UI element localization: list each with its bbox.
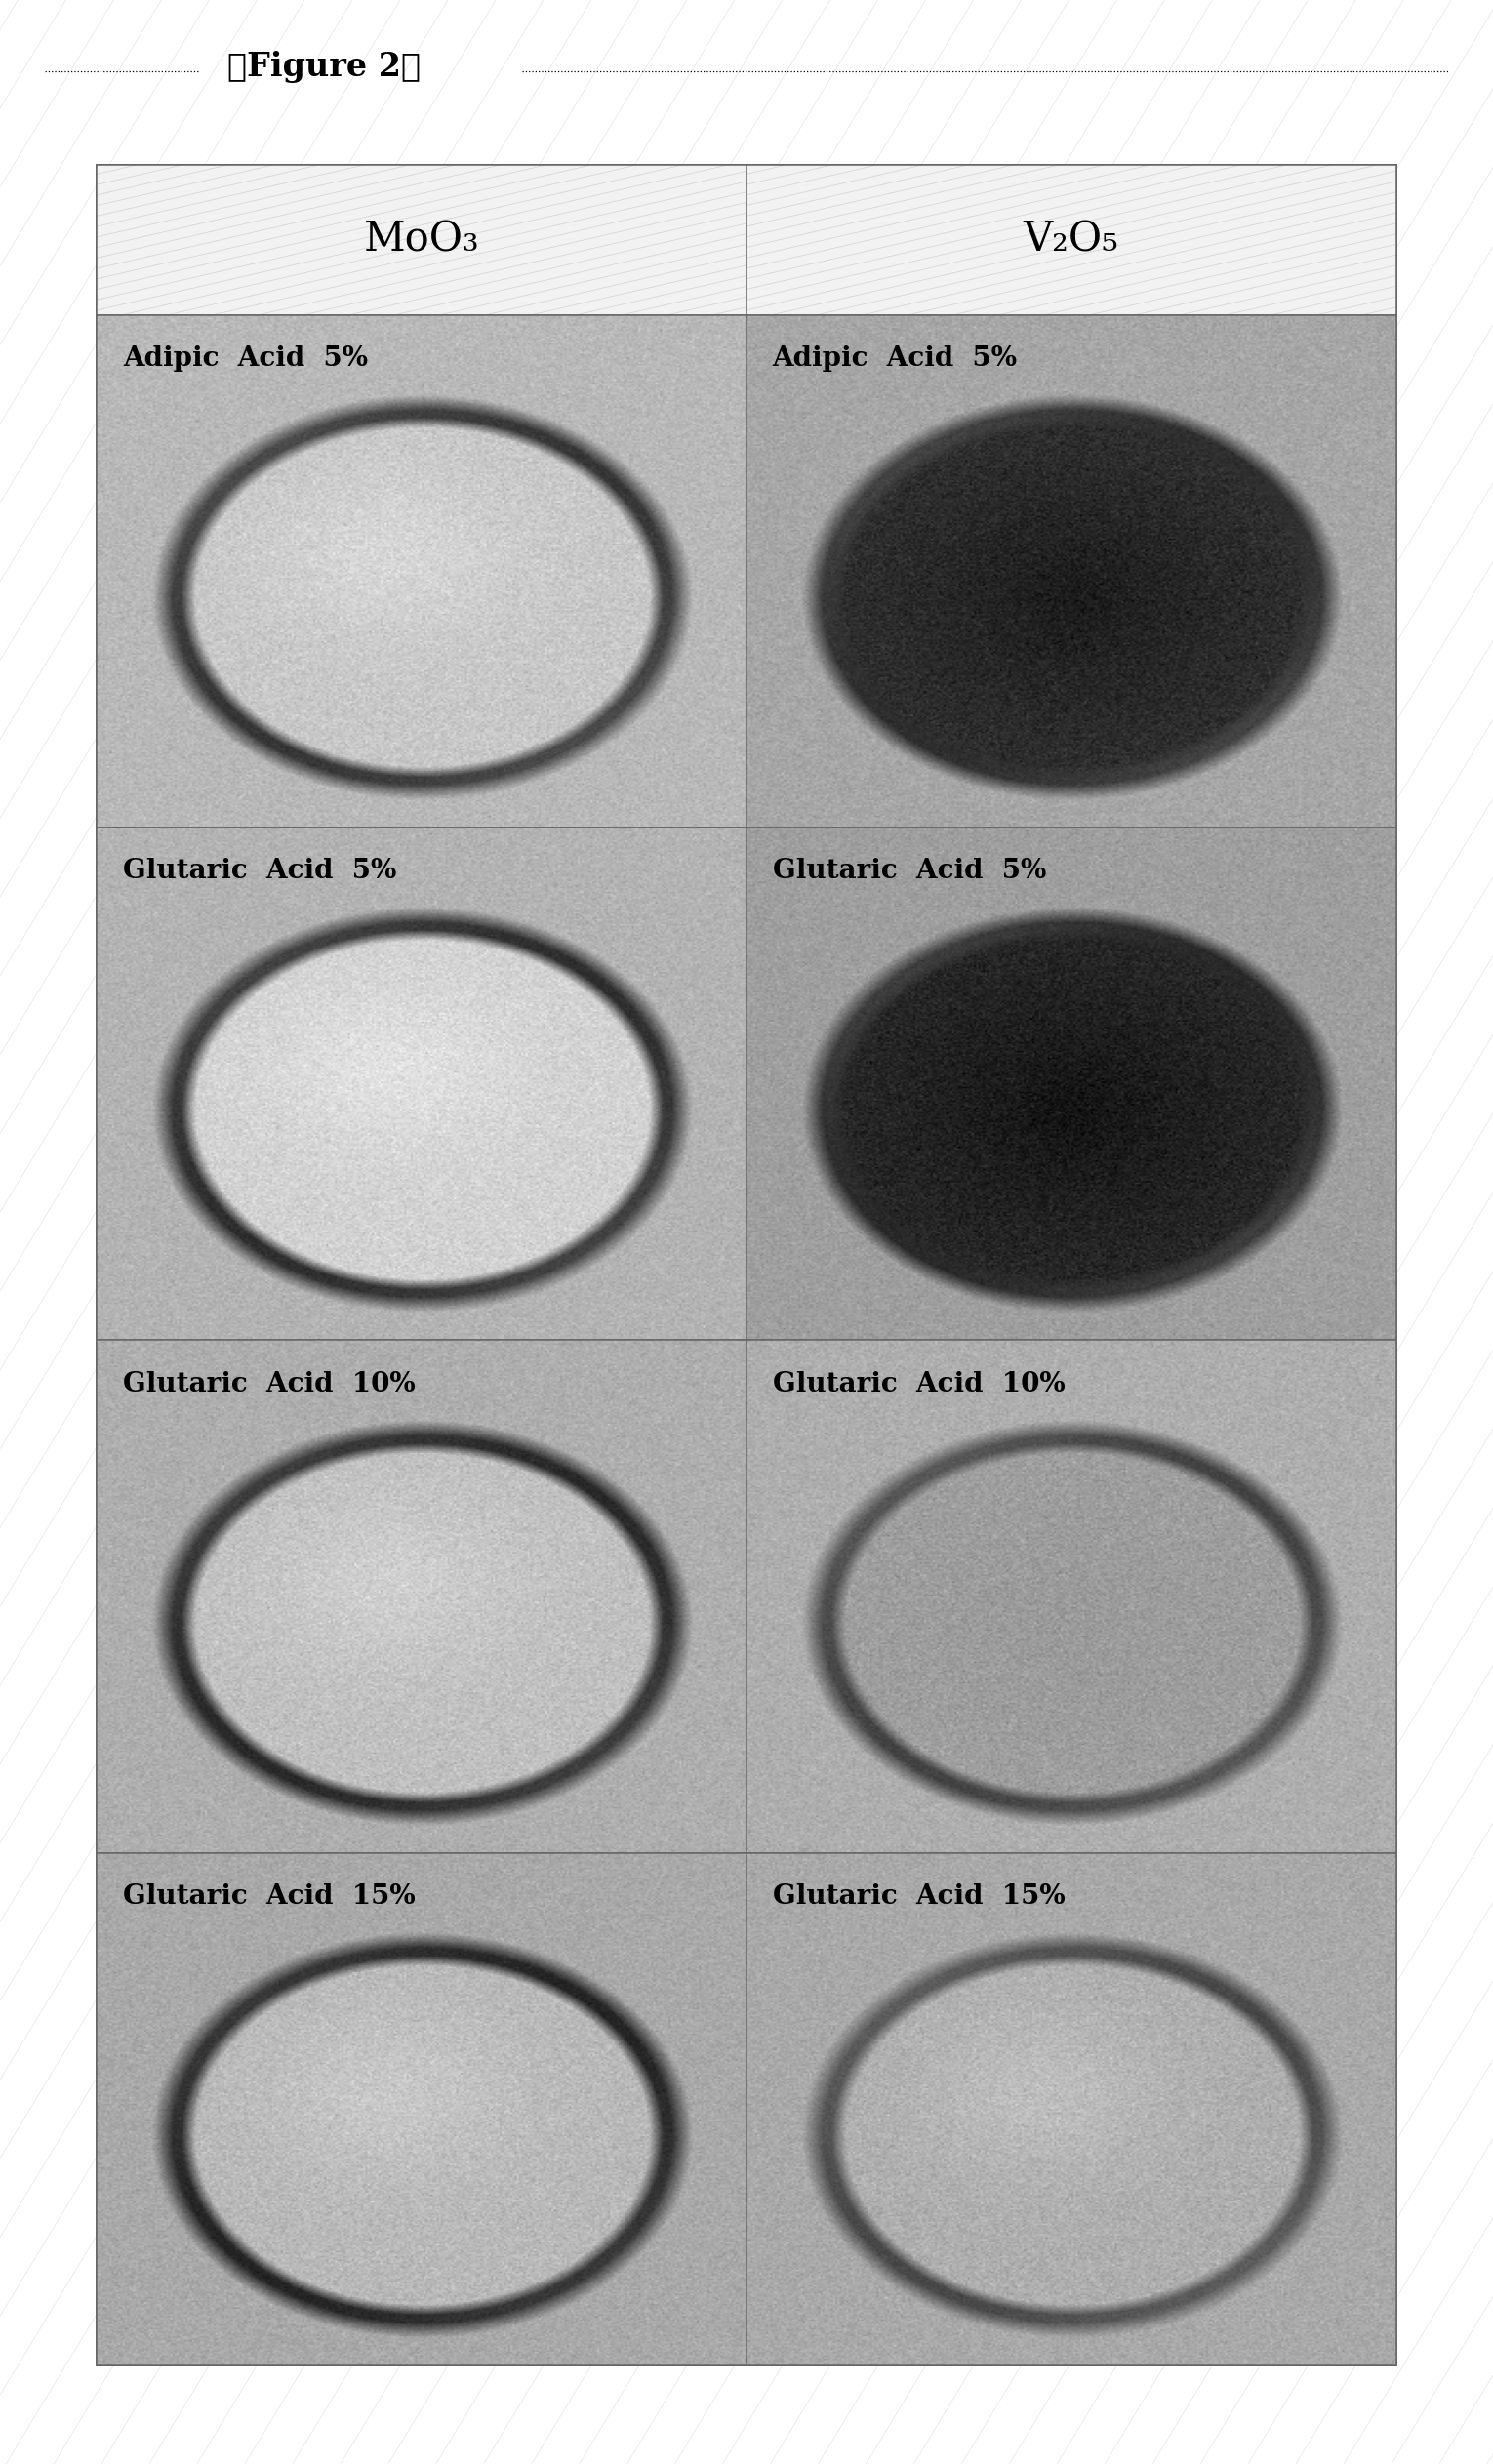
Text: Glutaric  Acid  10%: Glutaric Acid 10%: [122, 1370, 415, 1397]
Text: Glutaric  Acid  5%: Glutaric Acid 5%: [772, 857, 1047, 885]
Text: Adipic  Acid  5%: Adipic Acid 5%: [772, 345, 1017, 372]
Text: Adipic  Acid  5%: Adipic Acid 5%: [122, 345, 367, 372]
Text: V₂O₅: V₂O₅: [1024, 219, 1118, 261]
Text: 【Figure 2】: 【Figure 2】: [227, 49, 421, 84]
Text: Glutaric  Acid  15%: Glutaric Acid 15%: [772, 1882, 1065, 1910]
Text: MoO₃: MoO₃: [364, 219, 479, 261]
Text: Glutaric  Acid  10%: Glutaric Acid 10%: [772, 1370, 1065, 1397]
Text: Glutaric  Acid  15%: Glutaric Acid 15%: [122, 1882, 415, 1910]
Text: Glutaric  Acid  5%: Glutaric Acid 5%: [122, 857, 397, 885]
